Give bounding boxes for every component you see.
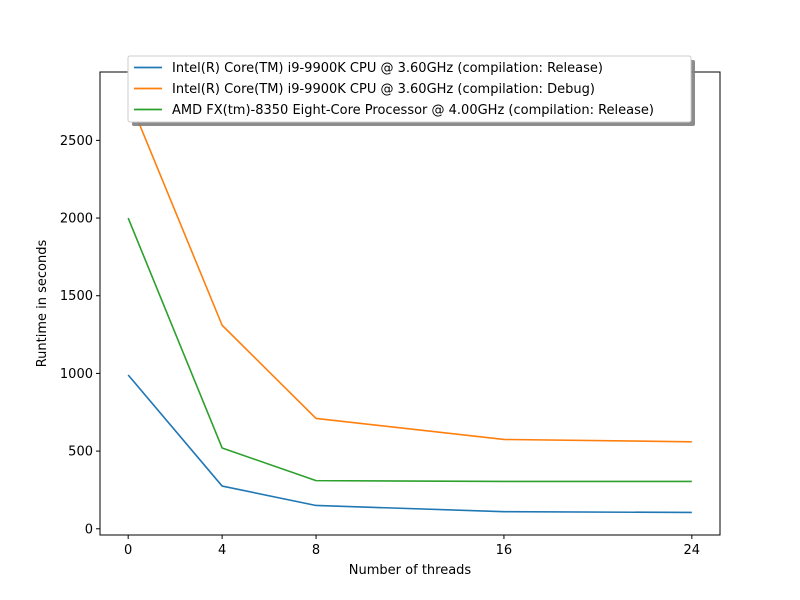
series-layer (127, 96, 692, 514)
series-line-0 (127, 374, 692, 514)
x-tick-label: 24 (684, 543, 701, 558)
x-tick-label: 8 (312, 543, 320, 558)
x-axis-ticks: 0 4 8 16 24 (124, 535, 700, 558)
legend-entries: Intel(R) Core(TM) i9-9900K CPU @ 3.60GHz… (134, 61, 654, 118)
plot-frame (99, 71, 721, 536)
legend-box (127, 55, 692, 123)
legend-label-1: Intel(R) Core(TM) i9-9900K CPU @ 3.60GHz… (172, 82, 595, 97)
x-tick-label: 0 (124, 543, 132, 558)
y-tick-label: 2000 (60, 212, 93, 227)
y-tick-label: 0 (85, 522, 93, 537)
y-tick-label: 1000 (60, 367, 93, 382)
x-axis-label: Number of threads (349, 563, 472, 578)
y-axis-ticks: 0 500 1000 1500 2000 2500 (60, 134, 100, 537)
y-tick-label: 1500 (60, 289, 93, 304)
y-axis-label: Runtime in seconds (35, 240, 50, 368)
series-line-2 (127, 217, 692, 483)
legend-label-0: Intel(R) Core(TM) i9-9900K CPU @ 3.60GHz… (172, 61, 603, 76)
legend: Intel(R) Core(TM) i9-9900K CPU @ 3.60GHz… (127, 55, 695, 126)
x-tick-label: 16 (496, 543, 513, 558)
x-tick-label: 4 (218, 543, 226, 558)
y-tick-label: 2500 (60, 134, 93, 149)
series-line-1 (127, 96, 692, 443)
y-tick-label: 500 (68, 445, 93, 460)
legend-label-2: AMD FX(tm)-8350 Eight-Core Processor @ 4… (172, 103, 654, 118)
